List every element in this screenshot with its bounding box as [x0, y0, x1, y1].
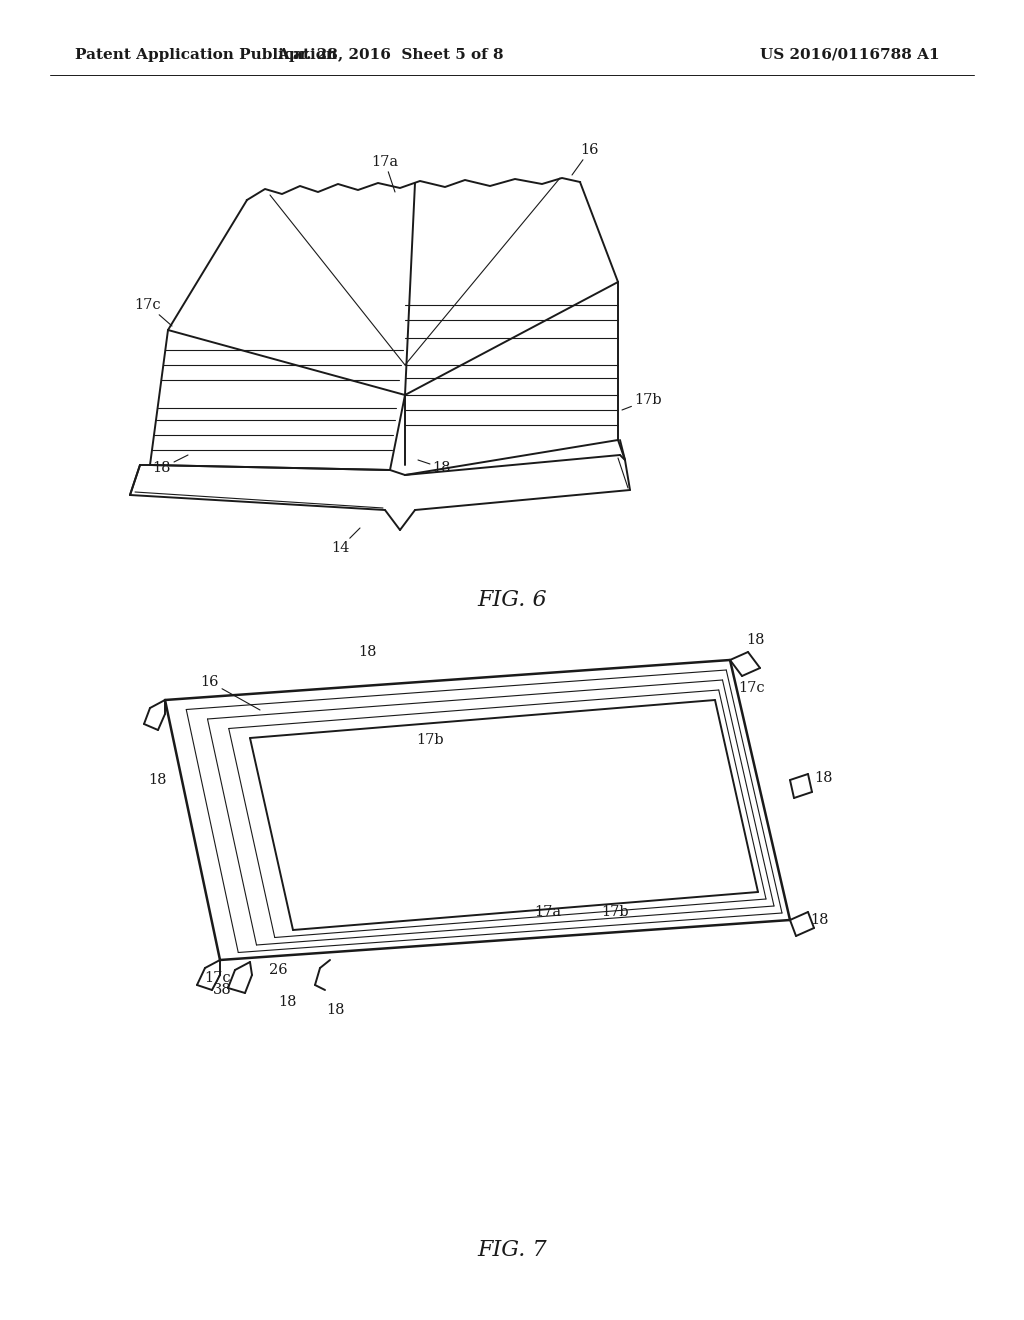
Text: 17a: 17a [535, 906, 561, 919]
Text: 18: 18 [811, 913, 829, 927]
Text: Apr. 28, 2016  Sheet 5 of 8: Apr. 28, 2016 Sheet 5 of 8 [276, 48, 504, 62]
Text: 17b: 17b [622, 393, 662, 411]
Text: 14: 14 [331, 528, 360, 554]
Text: 17b: 17b [416, 733, 443, 747]
Text: 18: 18 [746, 634, 765, 647]
Text: 18: 18 [279, 995, 297, 1008]
Text: 38: 38 [213, 983, 231, 997]
Text: 17b: 17b [601, 906, 629, 919]
Text: 18: 18 [418, 459, 452, 475]
Text: 18: 18 [153, 455, 188, 475]
Text: 17c: 17c [205, 972, 231, 985]
Text: FIG. 7: FIG. 7 [477, 1239, 547, 1261]
Text: 17a: 17a [372, 154, 398, 191]
Text: 18: 18 [815, 771, 834, 785]
Text: 17c: 17c [738, 681, 765, 696]
Text: 18: 18 [148, 774, 167, 787]
Text: 16: 16 [572, 143, 599, 176]
Text: 16: 16 [201, 675, 260, 710]
Text: 18: 18 [358, 645, 377, 659]
Text: US 2016/0116788 A1: US 2016/0116788 A1 [760, 48, 940, 62]
Text: 17c: 17c [135, 298, 172, 326]
Text: 18: 18 [326, 1003, 344, 1016]
Text: FIG. 6: FIG. 6 [477, 589, 547, 611]
Text: 26: 26 [268, 964, 288, 977]
Text: Patent Application Publication: Patent Application Publication [75, 48, 337, 62]
